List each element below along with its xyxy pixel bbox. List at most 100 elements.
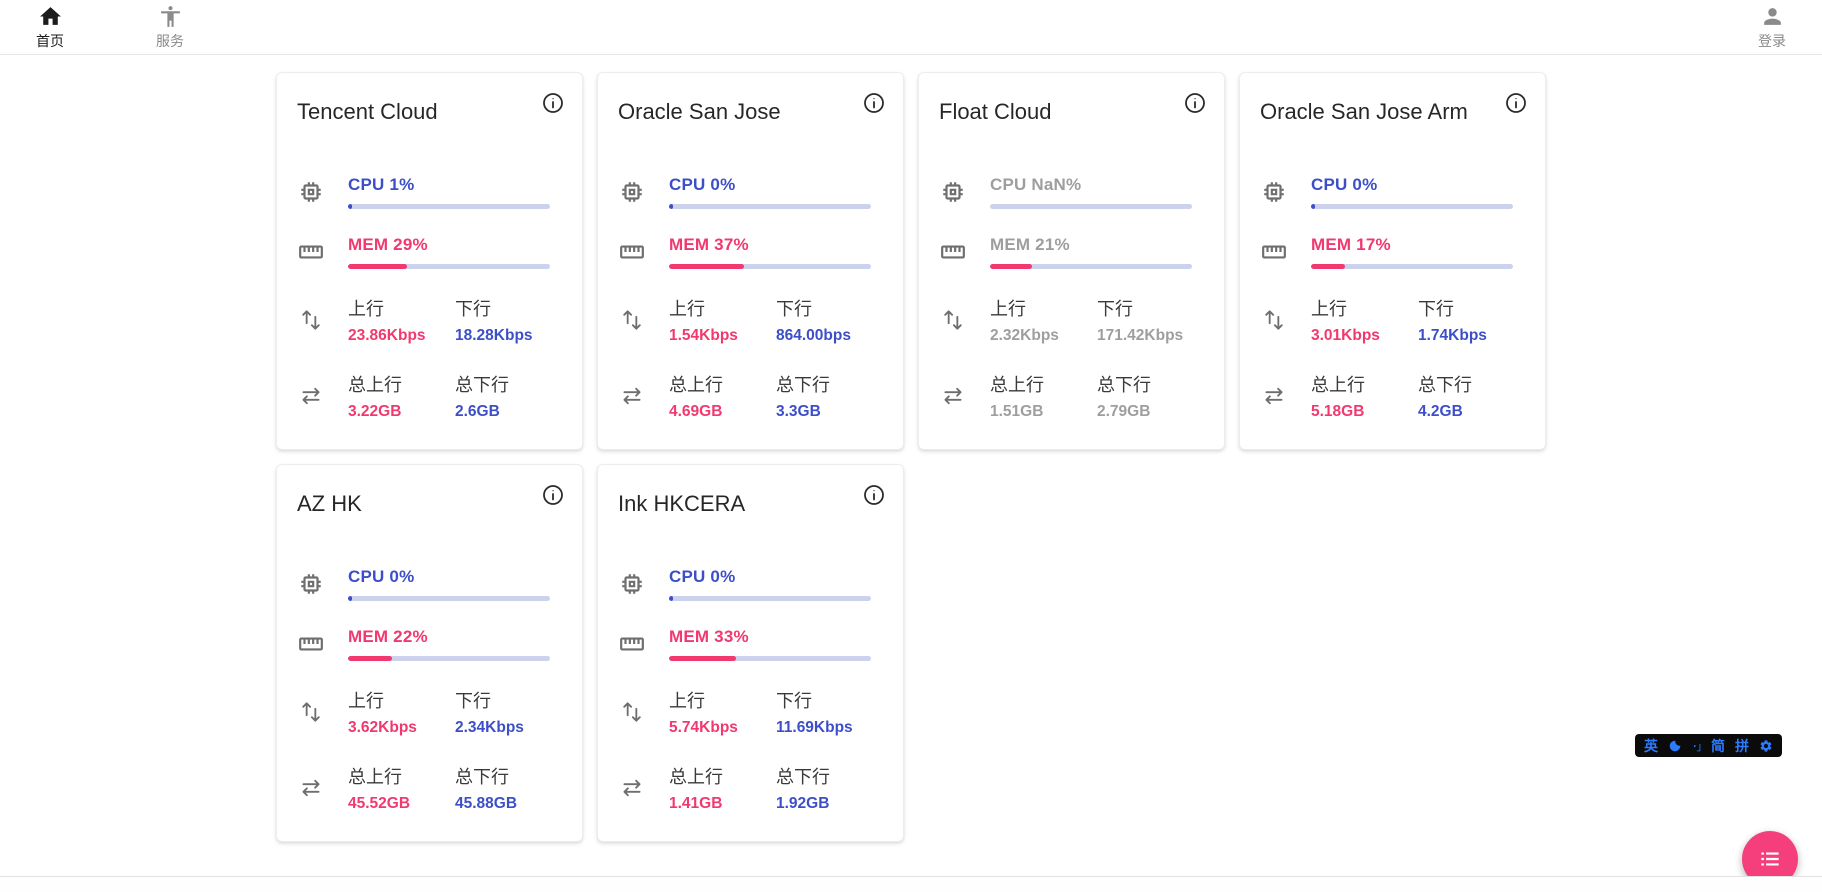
up-down-arrows-icon [618, 307, 645, 333]
upload-label: 上行 [669, 691, 705, 711]
ime-settings-gear-icon[interactable] [1759, 739, 1773, 753]
cpu-usage-label: CPU 0% [669, 175, 736, 194]
info-button[interactable] [859, 89, 889, 119]
person-icon [1763, 7, 1781, 25]
list-icon [1761, 852, 1779, 866]
memory-ruler-icon [618, 631, 645, 657]
upload-value: 5.74Kbps [669, 719, 738, 736]
upload-value: 3.01Kbps [1311, 327, 1380, 344]
mem-bar [1311, 264, 1513, 269]
nav-item-home[interactable]: 首页 [30, 2, 70, 53]
cpu-chip-icon [939, 179, 966, 205]
mem-bar-fill [990, 264, 1033, 269]
ime-punctuation-toggle[interactable]: ･｣ [1692, 740, 1702, 753]
cpu-row: CPU 0% [297, 567, 562, 601]
mem-row: MEM 29% [297, 235, 562, 269]
upload-label: 上行 [1311, 299, 1347, 319]
memory-ruler-icon [1260, 239, 1287, 265]
swap-horizontal-icon [618, 383, 645, 409]
upload-label: 上行 [990, 299, 1026, 319]
top-navbar: 首页 服务 登录 [0, 0, 1822, 55]
cpu-row: CPU 0% [618, 567, 883, 601]
download-value: 18.28Kbps [455, 327, 533, 344]
total-download-value: 3.3GB [776, 403, 821, 420]
info-icon [1185, 93, 1205, 113]
footer-divider [0, 876, 1822, 892]
cpu-bar-fill [348, 204, 352, 209]
ime-halfwidth-moon-icon[interactable] [1668, 739, 1682, 753]
speed-row: 上行 23.86Kbps 下行 18.28Kbps [297, 295, 562, 345]
total-upload-label: 总上行 [348, 767, 402, 787]
cpu-row: CPU NaN% [939, 175, 1204, 209]
total-upload-value: 4.69GB [669, 403, 723, 420]
cpu-usage-label: CPU 0% [348, 567, 415, 586]
mem-bar [669, 264, 871, 269]
cpu-bar [669, 204, 871, 209]
server-card: Float Cloud CPU NaN% [918, 72, 1225, 450]
ime-lang-toggle[interactable]: 英 [1644, 737, 1658, 754]
cpu-usage-label: CPU 0% [1311, 175, 1378, 194]
cpu-usage-label: CPU 1% [348, 175, 415, 194]
server-stats: CPU 0% MEM 37% [618, 175, 883, 421]
mem-bar [348, 264, 550, 269]
nav-item-login[interactable]: 登录 [1752, 2, 1792, 53]
nav-item-services[interactable]: 服务 [150, 2, 190, 53]
ime-toolbar: 英 ･｣ 简 拼 [1635, 734, 1782, 757]
download-value: 11.69Kbps [776, 719, 853, 736]
speed-row: 上行 3.01Kbps 下行 1.74Kbps [1260, 295, 1525, 345]
info-button[interactable] [538, 481, 568, 511]
server-name: Oracle San Jose [618, 99, 781, 124]
info-button[interactable] [1501, 89, 1531, 119]
info-button[interactable] [859, 481, 889, 511]
mem-bar [669, 656, 871, 661]
ime-simplified-toggle[interactable]: 简 [1711, 737, 1725, 754]
total-upload-value: 45.52GB [348, 795, 411, 812]
server-grid: Tencent Cloud CPU 1% [276, 72, 1546, 842]
total-row: 总上行 45.52GB 总下行 45.88GB [297, 763, 562, 813]
nav-home-label: 首页 [36, 32, 64, 49]
up-down-arrows-icon [297, 699, 324, 725]
server-card: Oracle San Jose Arm CPU 0% [1239, 72, 1546, 450]
total-download-label: 总下行 [1418, 375, 1472, 395]
mem-row: MEM 21% [939, 235, 1204, 269]
mem-usage-label: MEM 17% [1311, 235, 1391, 254]
cpu-chip-icon [618, 179, 645, 205]
cpu-bar [669, 596, 871, 601]
mem-usage-label: MEM 37% [669, 235, 749, 254]
total-row: 总上行 5.18GB 总下行 4.2GB [1260, 371, 1525, 421]
up-down-arrows-icon [1260, 307, 1287, 333]
ime-pinyin-indicator[interactable]: 拼 [1735, 737, 1749, 754]
cpu-row: CPU 0% [1260, 175, 1525, 209]
total-upload-value: 1.41GB [669, 795, 723, 812]
info-button[interactable] [1180, 89, 1210, 119]
server-card: Oracle San Jose CPU 0% [597, 72, 904, 450]
download-label: 下行 [455, 691, 491, 711]
total-download-value: 4.2GB [1418, 403, 1463, 420]
download-label: 下行 [1418, 299, 1454, 319]
info-button[interactable] [538, 89, 568, 119]
cpu-chip-icon [618, 571, 645, 597]
upload-value: 23.86Kbps [348, 327, 426, 344]
upload-label: 上行 [348, 299, 384, 319]
total-row: 总上行 1.51GB 总下行 2.79GB [939, 371, 1204, 421]
info-icon [543, 485, 563, 505]
server-stats: CPU NaN% MEM 21% [939, 175, 1204, 421]
mem-usage-label: MEM 22% [348, 627, 428, 646]
nav-login-label: 登录 [1758, 32, 1786, 49]
download-value: 1.74Kbps [1418, 327, 1487, 344]
cpu-bar-fill [669, 596, 673, 601]
cpu-row: CPU 1% [297, 175, 562, 209]
mem-bar [990, 264, 1192, 269]
download-value: 2.34Kbps [455, 719, 524, 736]
server-stats: CPU 0% MEM 33% [618, 567, 883, 813]
total-upload-label: 总上行 [669, 767, 723, 787]
server-stats: CPU 0% MEM 22% [297, 567, 562, 813]
upload-value: 3.62Kbps [348, 719, 417, 736]
memory-ruler-icon [297, 631, 324, 657]
info-icon [864, 93, 884, 113]
up-down-arrows-icon [939, 307, 966, 333]
swap-horizontal-icon [297, 383, 324, 409]
info-icon [543, 93, 563, 113]
total-row: 总上行 3.22GB 总下行 2.6GB [297, 371, 562, 421]
server-card: AZ HK CPU 0% [276, 464, 583, 842]
